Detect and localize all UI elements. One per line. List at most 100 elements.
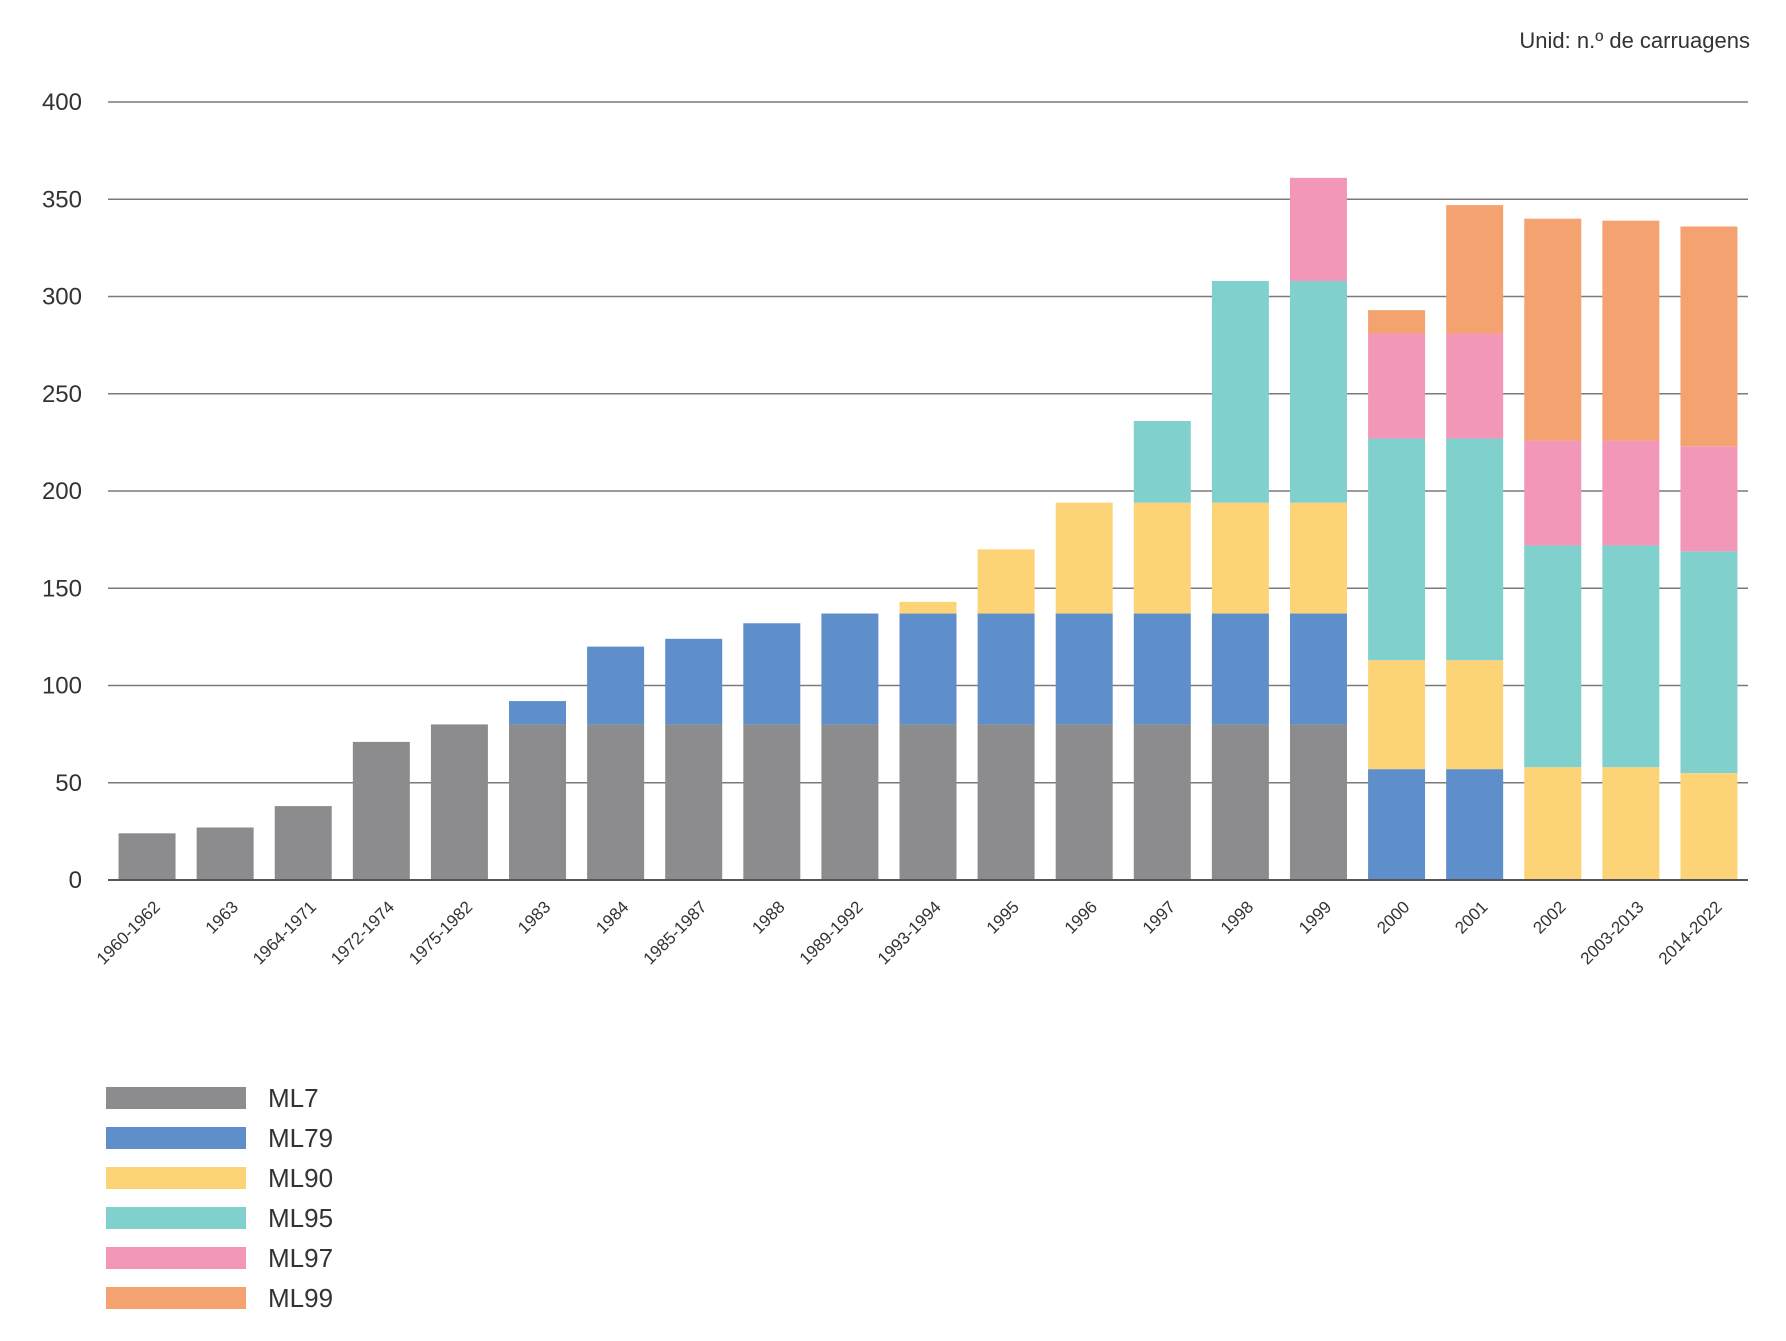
legend-swatch: [106, 1167, 246, 1189]
bar-segment-ml90: [1133, 502, 1191, 614]
bar-segment-ml7: [196, 827, 254, 880]
bar-segment-ml90: [1602, 767, 1660, 880]
x-tick-label: 2003-2013: [1577, 897, 1648, 968]
bar-segment-ml97: [1289, 177, 1347, 281]
bar-segment-ml79: [509, 701, 567, 725]
bar-segment-ml99: [1680, 226, 1738, 447]
bar-segment-ml7: [899, 724, 957, 880]
legend-swatch: [106, 1087, 246, 1109]
legend: ML7 ML79 ML90 ML95 ML97 ML99: [106, 1078, 333, 1318]
bar-segment-ml79: [1446, 769, 1504, 880]
bar-segment-ml90: [977, 549, 1035, 614]
bar-segment-ml7: [665, 724, 723, 880]
legend-swatch: [106, 1127, 246, 1149]
bar-segment-ml99: [1602, 220, 1660, 441]
x-tick-label: 1972-1974: [327, 897, 398, 968]
legend-label: ML90: [268, 1162, 334, 1193]
bar-segment-ml90: [899, 601, 957, 614]
bar-segment-ml95: [1368, 438, 1426, 661]
legend-label: ML99: [268, 1282, 334, 1313]
bar-segment-ml79: [743, 623, 801, 725]
bar-segment-ml95: [1602, 545, 1660, 768]
legend-label: ML95: [268, 1202, 334, 1233]
legend-swatch: [106, 1207, 246, 1229]
bar-segment-ml95: [1446, 438, 1504, 661]
y-tick-label: 400: [42, 89, 82, 116]
bar-segment-ml7: [587, 724, 645, 880]
legend-item: ML79: [106, 1118, 333, 1158]
x-tick-label: 1964-1971: [249, 897, 320, 968]
bar-segment-ml90: [1289, 502, 1347, 614]
bar-segment-ml7: [509, 724, 567, 880]
bar-segment-ml95: [1211, 280, 1269, 503]
bar-segment-ml79: [1133, 613, 1191, 725]
bar-segment-ml97: [1368, 333, 1426, 439]
y-tick-label: 0: [69, 867, 82, 894]
x-tick-label: 1997: [1139, 897, 1179, 937]
bars-layer: [118, 177, 1738, 880]
x-tick-label: 1993-1994: [874, 897, 945, 968]
x-tick-label: 1998: [1217, 897, 1257, 937]
y-tick-label: 50: [55, 770, 82, 797]
x-tick-label: 1983: [514, 897, 554, 937]
bar-segment-ml7: [1055, 724, 1113, 880]
bar-segment-ml90: [1446, 660, 1504, 770]
x-tick-label: 1960-1962: [93, 897, 164, 968]
bar-segment-ml90: [1055, 502, 1113, 614]
bar-segment-ml7: [430, 724, 488, 880]
bar-segment-ml79: [1289, 613, 1347, 725]
y-tick-label: 250: [42, 381, 82, 408]
bar-segment-ml7: [352, 741, 410, 880]
x-axis-ticks: 1960-1962 1963 1964-1971 1972-1974 1975-1982…: [93, 897, 1726, 968]
bar-segment-ml7: [118, 833, 176, 880]
x-tick-label: 2014-2022: [1655, 897, 1726, 968]
legend-item: ML90: [106, 1158, 333, 1198]
bar-segment-ml97: [1680, 446, 1738, 552]
x-tick-label: 1996: [1061, 897, 1101, 937]
x-tick-label: 1989-1992: [796, 897, 867, 968]
bar-segment-ml79: [1055, 613, 1113, 725]
x-tick-label: 1975-1982: [405, 897, 476, 968]
x-tick-label: 2002: [1529, 897, 1569, 937]
bar-segment-ml7: [743, 724, 801, 880]
bar-segment-ml7: [821, 724, 879, 880]
legend-swatch: [106, 1287, 246, 1309]
bar-segment-ml90: [1524, 767, 1582, 880]
legend-label: ML97: [268, 1242, 334, 1273]
y-tick-label: 150: [42, 575, 82, 602]
bar-segment-ml79: [587, 646, 645, 725]
bar-segment-ml79: [1211, 613, 1269, 725]
x-tick-label: 1988: [748, 897, 788, 937]
unit-note: Unid: n.º de carruagens: [1519, 28, 1750, 53]
bar-segment-ml90: [1368, 660, 1426, 770]
bar-segment-ml97: [1446, 333, 1504, 439]
bar-segment-ml95: [1524, 545, 1582, 768]
bar-segment-ml95: [1289, 280, 1347, 503]
x-tick-label: 2001: [1451, 897, 1491, 937]
y-tick-label: 100: [42, 673, 82, 700]
bar-segment-ml79: [1368, 769, 1426, 880]
bar-segment-ml90: [1680, 773, 1738, 880]
bar-segment-ml97: [1524, 440, 1582, 546]
bar-segment-ml7: [1211, 724, 1269, 880]
bar-segment-ml7: [1289, 724, 1347, 880]
legend-item: ML97: [106, 1238, 333, 1278]
y-tick-label: 200: [42, 478, 82, 505]
legend-label: ML7: [268, 1082, 319, 1113]
bar-segment-ml79: [977, 613, 1035, 725]
x-tick-label: 1984: [592, 897, 632, 937]
bar-segment-ml95: [1680, 551, 1738, 774]
bar-segment-ml79: [821, 613, 879, 725]
bar-segment-ml99: [1524, 218, 1582, 441]
bar-segment-ml97: [1602, 440, 1660, 546]
legend-item: ML7: [106, 1078, 333, 1118]
bar-segment-ml7: [1133, 724, 1191, 880]
x-tick-label: 1999: [1295, 897, 1335, 937]
y-tick-label: 300: [42, 284, 82, 311]
x-tick-label: 1985-1987: [640, 897, 711, 968]
y-tick-label: 350: [42, 186, 82, 213]
x-tick-label: 1963: [202, 897, 242, 937]
bar-segment-ml99: [1368, 310, 1426, 334]
